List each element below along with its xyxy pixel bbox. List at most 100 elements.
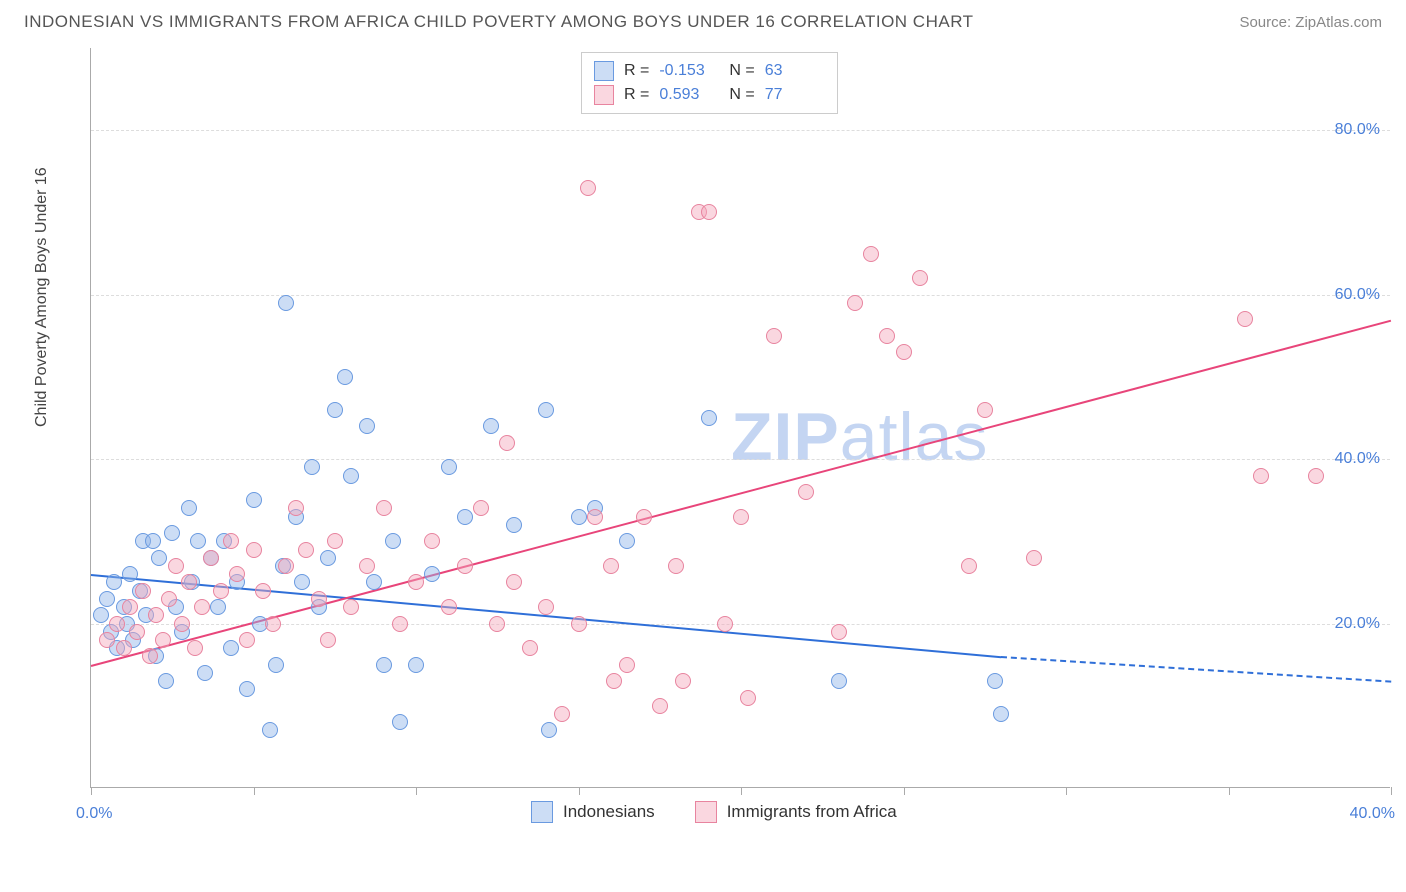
- x-tick: [1066, 787, 1067, 795]
- data-point: [164, 525, 180, 541]
- data-point: [106, 574, 122, 590]
- data-point: [522, 640, 538, 656]
- y-tick-label: 60.0%: [1335, 286, 1380, 304]
- n-value: 63: [765, 62, 825, 80]
- data-point: [668, 558, 684, 574]
- data-point: [457, 558, 473, 574]
- data-point: [424, 566, 440, 582]
- legend-series-name: Indonesians: [563, 802, 655, 822]
- data-point: [265, 616, 281, 632]
- data-point: [155, 632, 171, 648]
- data-point: [145, 533, 161, 549]
- x-axis-min-label: 0.0%: [76, 805, 112, 823]
- y-tick-label: 80.0%: [1335, 121, 1380, 139]
- data-point: [116, 640, 132, 656]
- data-point: [181, 574, 197, 590]
- x-tick: [254, 787, 255, 795]
- data-point: [294, 574, 310, 590]
- legend-stat-row: R =0.593N =77: [594, 83, 825, 107]
- n-value: 77: [765, 86, 825, 104]
- legend-series: Indonesians Immigrants from Africa: [531, 801, 897, 823]
- data-point: [571, 509, 587, 525]
- data-point: [541, 722, 557, 738]
- data-point: [863, 246, 879, 262]
- data-point: [675, 673, 691, 689]
- data-point: [580, 180, 596, 196]
- data-point: [161, 591, 177, 607]
- x-tick: [1229, 787, 1230, 795]
- data-point: [151, 550, 167, 566]
- data-point: [977, 402, 993, 418]
- data-point: [912, 270, 928, 286]
- legend-swatch: [594, 85, 614, 105]
- y-tick-label: 20.0%: [1335, 615, 1380, 633]
- data-point: [148, 607, 164, 623]
- data-point: [337, 369, 353, 385]
- data-point: [587, 509, 603, 525]
- legend-series-item: Immigrants from Africa: [695, 801, 897, 823]
- data-point: [187, 640, 203, 656]
- data-point: [278, 558, 294, 574]
- trend-line: [1001, 656, 1391, 683]
- watermark-bold: ZIP: [731, 399, 840, 475]
- data-point: [135, 583, 151, 599]
- data-point: [424, 533, 440, 549]
- r-label: R =: [624, 62, 649, 80]
- data-point: [879, 328, 895, 344]
- data-point: [181, 500, 197, 516]
- legend-series-name: Immigrants from Africa: [727, 802, 897, 822]
- n-label: N =: [729, 86, 754, 104]
- data-point: [359, 418, 375, 434]
- data-point: [701, 204, 717, 220]
- data-point: [122, 599, 138, 615]
- data-point: [457, 509, 473, 525]
- data-point: [1026, 550, 1042, 566]
- r-value: -0.153: [659, 62, 719, 80]
- x-tick: [741, 787, 742, 795]
- data-point: [99, 591, 115, 607]
- data-point: [359, 558, 375, 574]
- watermark-rest: atlas: [840, 399, 989, 475]
- data-point: [122, 566, 138, 582]
- data-point: [246, 542, 262, 558]
- x-tick: [416, 787, 417, 795]
- data-point: [158, 673, 174, 689]
- data-point: [142, 648, 158, 664]
- data-point: [603, 558, 619, 574]
- grid-line: [91, 624, 1390, 625]
- grid-line: [91, 459, 1390, 460]
- data-point: [304, 459, 320, 475]
- data-point: [197, 665, 213, 681]
- legend-stat-row: R =-0.153N =63: [594, 59, 825, 83]
- data-point: [255, 583, 271, 599]
- data-point: [619, 533, 635, 549]
- chart-title: INDONESIAN VS IMMIGRANTS FROM AFRICA CHI…: [24, 12, 974, 32]
- source-attribution: Source: ZipAtlas.com: [1239, 14, 1382, 31]
- data-point: [619, 657, 635, 673]
- legend-series-item: Indonesians: [531, 801, 655, 823]
- x-tick: [579, 787, 580, 795]
- data-point: [168, 558, 184, 574]
- data-point: [506, 517, 522, 533]
- data-point: [701, 410, 717, 426]
- data-point: [262, 722, 278, 738]
- data-point: [733, 509, 749, 525]
- data-point: [740, 690, 756, 706]
- data-point: [246, 492, 262, 508]
- data-point: [441, 459, 457, 475]
- data-point: [320, 632, 336, 648]
- data-point: [343, 468, 359, 484]
- data-point: [366, 574, 382, 590]
- data-point: [831, 624, 847, 640]
- data-point: [483, 418, 499, 434]
- data-point: [93, 607, 109, 623]
- data-point: [798, 484, 814, 500]
- x-axis-max-label: 40.0%: [1350, 805, 1395, 823]
- data-point: [506, 574, 522, 590]
- data-point: [987, 673, 1003, 689]
- data-point: [327, 533, 343, 549]
- data-point: [896, 344, 912, 360]
- data-point: [408, 574, 424, 590]
- data-point: [174, 616, 190, 632]
- data-point: [993, 706, 1009, 722]
